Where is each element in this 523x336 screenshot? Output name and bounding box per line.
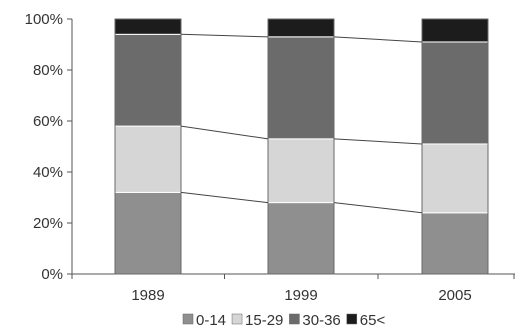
- legend-swatch: [289, 313, 300, 325]
- x-axis: 1989 1999 2005: [71, 273, 515, 304]
- legend-swatch: [346, 313, 358, 325]
- y-tick-label: 40%: [33, 164, 63, 181]
- bar-segment-014-2005: [421, 212, 489, 275]
- bar-outline-2005: [421, 18, 489, 275]
- connector-line: [180, 33, 269, 38]
- x-tick-label: 2005: [438, 287, 471, 304]
- bars: [114, 18, 489, 275]
- bar-outline-1989: [114, 18, 182, 275]
- bar-segment-65-2005: [421, 18, 489, 43]
- bar-segment-65-1989: [114, 18, 182, 35]
- bar-segment-3036-1999: [267, 36, 335, 140]
- legend-swatch: [182, 313, 194, 325]
- connector-line: [333, 202, 423, 214]
- bar-segment-3036-2005: [421, 41, 489, 145]
- bar-outline-1999: [267, 18, 335, 275]
- legend-label: 0-14: [196, 312, 226, 329]
- legend-label: 30-36: [302, 312, 340, 329]
- legend: 0-14 15-29 30-36 65<: [182, 312, 386, 329]
- bar-segment-1529-1989: [114, 125, 182, 193]
- connector-line: [333, 36, 423, 43]
- bar-segment-1529-1999: [267, 138, 335, 204]
- y-tick-label: 60%: [33, 113, 63, 130]
- y-tick-label: 20%: [33, 215, 63, 232]
- x-tick-label: 1989: [131, 287, 164, 304]
- legend-label: 65<: [360, 312, 386, 329]
- y-axis: 0% 20% 40% 60% 80% 100%: [25, 11, 73, 283]
- y-tick-label: 0%: [41, 266, 63, 283]
- legend-swatch: [231, 313, 243, 325]
- bar-segment-65-1999: [267, 18, 335, 38]
- y-tick-label: 80%: [33, 62, 63, 79]
- bar-segment-014-1989: [114, 191, 182, 275]
- connector-lines: [180, 33, 423, 214]
- x-tick-label: 1999: [284, 287, 317, 304]
- bar-segment-014-1999: [267, 202, 335, 275]
- connector-line: [180, 191, 269, 204]
- connector-line: [333, 138, 423, 145]
- y-tick-label: 100%: [25, 11, 63, 28]
- legend-label: 15-29: [245, 312, 283, 329]
- bar-segment-1529-2005: [421, 143, 489, 214]
- bar-segment-3036-1989: [114, 33, 182, 127]
- connector-line: [180, 125, 269, 140]
